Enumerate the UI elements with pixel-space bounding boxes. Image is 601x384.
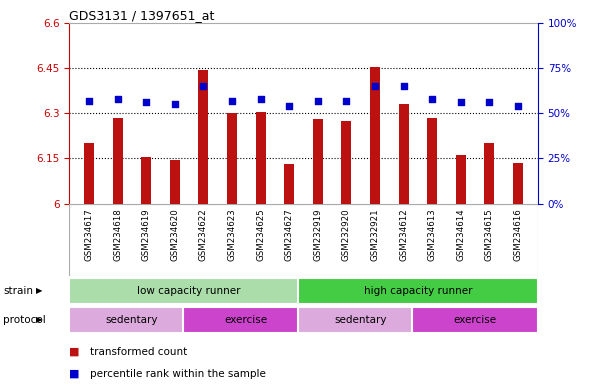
Text: ▶: ▶ [36, 286, 42, 295]
Bar [284, 164, 294, 204]
Bar [456, 156, 466, 204]
Text: ■: ■ [69, 346, 79, 357]
Text: ▶: ▶ [36, 315, 42, 324]
Point [313, 98, 323, 104]
Bar [227, 113, 237, 204]
Point [427, 96, 437, 102]
Text: GSM234615: GSM234615 [485, 209, 494, 262]
Point [84, 98, 94, 104]
Text: GSM234618: GSM234618 [113, 209, 122, 262]
Text: GSM234619: GSM234619 [142, 209, 151, 261]
Text: percentile rank within the sample: percentile rank within the sample [90, 369, 266, 379]
Bar [198, 70, 209, 204]
Text: GSM234620: GSM234620 [170, 209, 179, 262]
Text: GSM234612: GSM234612 [399, 209, 408, 262]
Point [199, 83, 209, 89]
Point [227, 98, 237, 104]
Point [170, 101, 180, 107]
Bar [84, 143, 94, 204]
Point [256, 96, 266, 102]
Text: GSM234616: GSM234616 [513, 209, 522, 262]
Point [370, 83, 380, 89]
Bar [170, 160, 180, 204]
Bar [255, 112, 266, 204]
Bar [370, 67, 380, 204]
Point [484, 99, 494, 106]
Bar [513, 163, 523, 204]
FancyBboxPatch shape [69, 278, 310, 304]
FancyBboxPatch shape [297, 307, 424, 333]
FancyBboxPatch shape [69, 307, 195, 333]
Text: ■: ■ [69, 369, 79, 379]
Text: exercise: exercise [225, 314, 268, 325]
Bar [113, 118, 123, 204]
Bar [427, 118, 437, 204]
Bar [398, 104, 409, 204]
Bar [341, 121, 352, 204]
Text: sedentary: sedentary [106, 314, 158, 325]
Text: GSM232920: GSM232920 [342, 209, 351, 261]
Text: sedentary: sedentary [334, 314, 387, 325]
Point [113, 96, 123, 102]
Text: high capacity runner: high capacity runner [364, 286, 472, 296]
Text: GDS3131 / 1397651_at: GDS3131 / 1397651_at [69, 9, 215, 22]
Text: GSM234625: GSM234625 [256, 209, 265, 262]
Text: GSM234614: GSM234614 [456, 209, 465, 262]
Text: GSM232921: GSM232921 [370, 209, 379, 261]
Bar [313, 119, 323, 204]
Text: exercise: exercise [453, 314, 496, 325]
Point [284, 103, 294, 109]
Text: GSM234617: GSM234617 [85, 209, 94, 262]
Text: strain: strain [3, 286, 33, 296]
Point [456, 99, 466, 106]
FancyBboxPatch shape [183, 307, 310, 333]
Text: GSM232919: GSM232919 [313, 209, 322, 261]
Point [513, 103, 523, 109]
Point [341, 98, 351, 104]
FancyBboxPatch shape [297, 278, 538, 304]
Text: GSM234613: GSM234613 [428, 209, 437, 262]
Text: GSM234623: GSM234623 [228, 209, 237, 262]
Text: protocol: protocol [3, 314, 46, 325]
Point [398, 83, 408, 89]
Text: GSM234622: GSM234622 [199, 209, 208, 262]
Text: transformed count: transformed count [90, 346, 188, 357]
FancyBboxPatch shape [412, 307, 538, 333]
Text: GSM234627: GSM234627 [285, 209, 294, 262]
Text: low capacity runner: low capacity runner [138, 286, 241, 296]
Bar [141, 157, 151, 204]
Point [141, 99, 151, 106]
Bar [484, 143, 494, 204]
